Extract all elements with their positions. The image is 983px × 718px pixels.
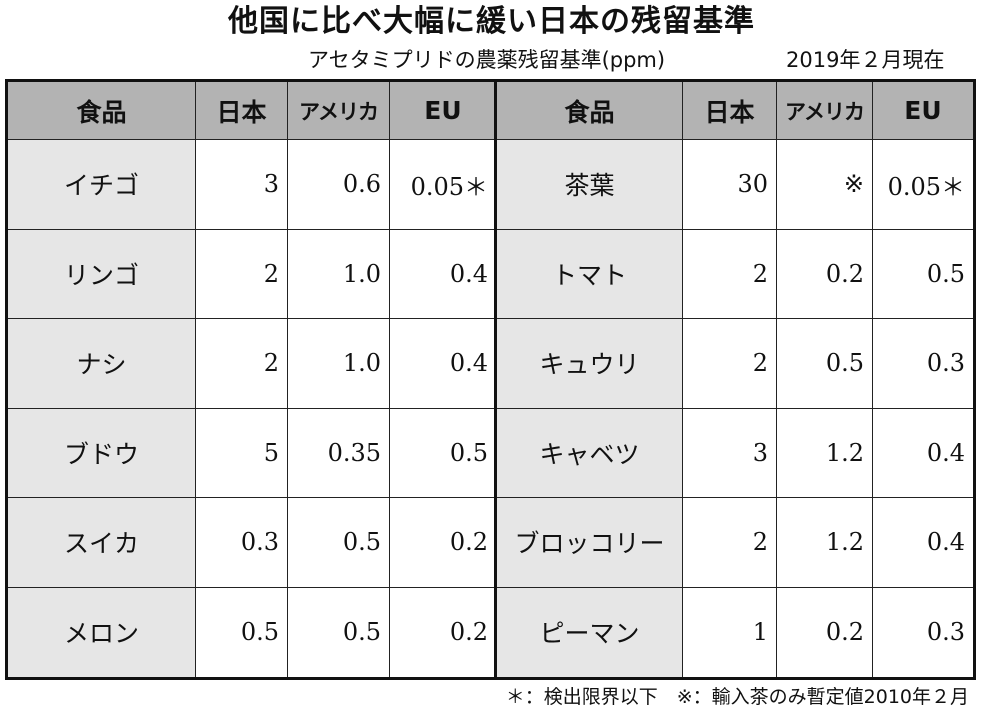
header-usa: アメリカ bbox=[288, 82, 390, 140]
footnote: ＊：検出限界以下 ※：輸入茶のみ暫定値2010年２月 bbox=[505, 686, 969, 708]
value-eu: 0.4 bbox=[873, 498, 973, 588]
value-japan: 2 bbox=[196, 229, 288, 319]
food-name: メロン bbox=[8, 587, 196, 677]
value-usa: 0.2 bbox=[777, 587, 873, 677]
value-usa: ※ bbox=[777, 140, 873, 230]
residue-standards-table: 食品 日本 アメリカ EU イチゴ 3 0.6 0.05＊ リンゴ 2 1.0 … bbox=[5, 79, 976, 680]
value-usa: 1.0 bbox=[288, 229, 390, 319]
as-of-date: 2019年２月現在 bbox=[786, 48, 945, 72]
value-japan: 2 bbox=[683, 498, 777, 588]
value-eu: 0.05＊ bbox=[873, 140, 973, 230]
value-japan: 0.5 bbox=[196, 587, 288, 677]
page-title: 他国に比べ大幅に緩い日本の残留基準 bbox=[228, 4, 755, 39]
value-japan: 2 bbox=[683, 229, 777, 319]
food-name: ブドウ bbox=[8, 408, 196, 498]
header-eu: EU bbox=[390, 82, 496, 140]
food-name: リンゴ bbox=[8, 229, 196, 319]
value-eu: 0.2 bbox=[390, 498, 496, 588]
food-name: ピーマン bbox=[497, 587, 683, 677]
food-name: キュウリ bbox=[497, 319, 683, 409]
food-name: 茶葉 bbox=[497, 140, 683, 230]
value-eu: 0.3 bbox=[873, 319, 973, 409]
food-name: ナシ bbox=[8, 319, 196, 409]
food-name: キャベツ bbox=[497, 408, 683, 498]
value-japan: 3 bbox=[683, 408, 777, 498]
value-eu: 0.05＊ bbox=[390, 140, 496, 230]
value-japan: 0.3 bbox=[196, 498, 288, 588]
header-food: 食品 bbox=[8, 82, 196, 140]
header-japan: 日本 bbox=[683, 82, 777, 140]
value-eu: 0.5 bbox=[873, 229, 973, 319]
value-eu: 0.4 bbox=[390, 319, 496, 409]
value-usa: 0.6 bbox=[288, 140, 390, 230]
value-eu: 0.5 bbox=[390, 408, 496, 498]
header-usa: アメリカ bbox=[777, 82, 873, 140]
table-right-half: 食品 日本 アメリカ EU 茶葉 30 ※ 0.05＊ トマト 2 0.2 0.… bbox=[497, 82, 973, 677]
food-name: ブロッコリー bbox=[497, 498, 683, 588]
food-name: トマト bbox=[497, 229, 683, 319]
value-eu: 0.3 bbox=[873, 587, 973, 677]
food-name: イチゴ bbox=[8, 140, 196, 230]
center-divider bbox=[494, 82, 497, 677]
header-eu: EU bbox=[873, 82, 973, 140]
value-usa: 0.5 bbox=[288, 587, 390, 677]
table-subtitle: アセタミプリドの農薬残留基準(ppm) bbox=[308, 48, 666, 72]
value-japan: 1 bbox=[683, 587, 777, 677]
value-japan: 5 bbox=[196, 408, 288, 498]
value-japan: 30 bbox=[683, 140, 777, 230]
value-usa: 1.2 bbox=[777, 498, 873, 588]
value-usa: 0.5 bbox=[288, 498, 390, 588]
header-japan: 日本 bbox=[196, 82, 288, 140]
value-japan: 2 bbox=[196, 319, 288, 409]
value-japan: 2 bbox=[683, 319, 777, 409]
value-eu: 0.4 bbox=[873, 408, 973, 498]
food-name: スイカ bbox=[8, 498, 196, 588]
value-usa: 0.5 bbox=[777, 319, 873, 409]
value-eu: 0.2 bbox=[390, 587, 496, 677]
header-food: 食品 bbox=[497, 82, 683, 140]
value-eu: 0.4 bbox=[390, 229, 496, 319]
table-left-half: 食品 日本 アメリカ EU イチゴ 3 0.6 0.05＊ リンゴ 2 1.0 … bbox=[8, 82, 496, 677]
value-japan: 3 bbox=[196, 140, 288, 230]
value-usa: 0.35 bbox=[288, 408, 390, 498]
value-usa: 1.2 bbox=[777, 408, 873, 498]
value-usa: 0.2 bbox=[777, 229, 873, 319]
value-usa: 1.0 bbox=[288, 319, 390, 409]
